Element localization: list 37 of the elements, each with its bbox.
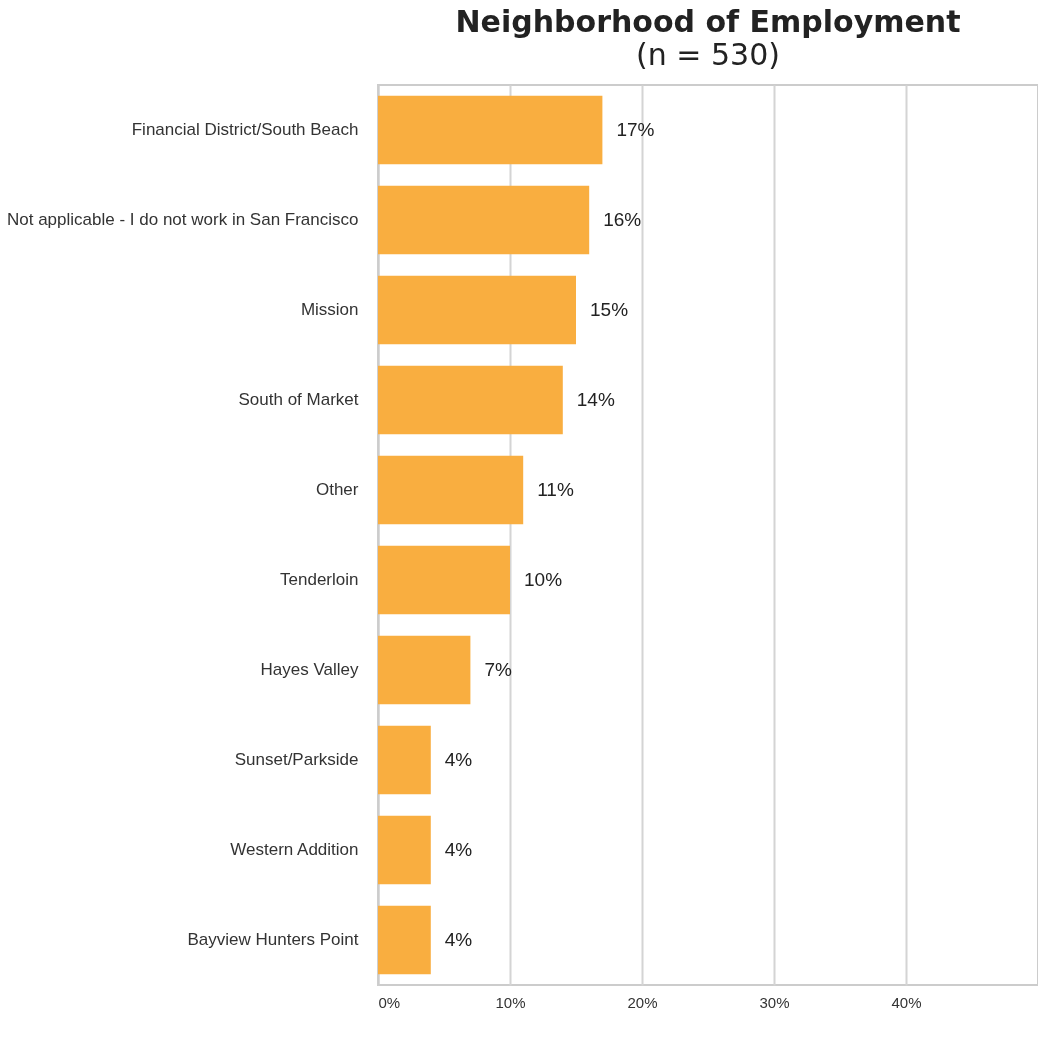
y-tick-label: Hayes Valley (260, 660, 359, 679)
data-label: 4% (444, 839, 473, 860)
chart-subtitle: (n = 530) (636, 37, 780, 72)
y-tick-label: Other (315, 480, 359, 499)
y-tick-label: Financial District/South Beach (131, 120, 359, 139)
data-label: 17% (616, 119, 655, 140)
bar (378, 635, 471, 705)
data-label: 4% (444, 929, 473, 950)
bar (378, 725, 431, 795)
chart-title: Neighborhood of Employment (455, 4, 961, 39)
y-tick-label: South of Market (238, 390, 359, 409)
data-label: 16% (603, 209, 642, 230)
bar (378, 365, 563, 435)
bar (378, 275, 576, 345)
data-label: 14% (576, 389, 615, 410)
bar (378, 815, 431, 885)
x-tick-label: 30% (759, 993, 790, 1011)
y-tick-label: Western Addition (230, 840, 359, 859)
data-label: 15% (590, 299, 629, 320)
x-tick-label: 0% (378, 993, 401, 1011)
y-tick-label: Sunset/Parkside (234, 750, 359, 769)
data-label: 4% (444, 749, 473, 770)
bar (378, 905, 431, 975)
data-label: 10% (524, 569, 563, 590)
y-tick-label: Not applicable - I do not work in San Francisco (6, 210, 359, 229)
bar (378, 95, 603, 165)
y-tick-label: Tenderloin (280, 570, 359, 589)
data-label: 7% (484, 659, 512, 680)
x-tick-label: 20% (627, 993, 658, 1011)
data-label: 11% (537, 479, 574, 500)
bar (378, 185, 590, 255)
x-tick-label: 40% (891, 993, 922, 1011)
y-tick-label: Bayview Hunters Point (187, 930, 359, 949)
bar (378, 545, 510, 615)
x-tick-label: 10% (495, 993, 526, 1011)
bar (378, 455, 524, 525)
y-tick-label: Mission (300, 300, 359, 319)
